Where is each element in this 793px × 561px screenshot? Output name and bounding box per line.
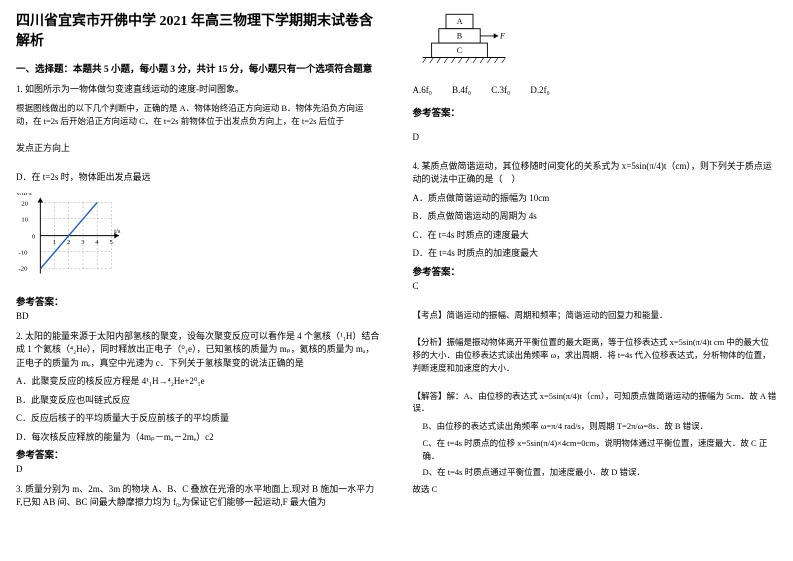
question-1: 1. 如图所示为一物体做匀变速直线运动的速度-时间图象。 根据图线做出的以下几个… <box>16 83 381 323</box>
q1-answer-label: 参考答案： <box>16 296 381 310</box>
q2-optA: A．此聚变反应的核反应方程是 4¹₁H→⁴₂He+2⁰₁e <box>16 375 381 389</box>
q1-line2: 根据图线做出的以下几个判断中，正确的是 A．物体始终沿正方向运动 B．物体先沿负… <box>16 102 381 128</box>
svg-text:20: 20 <box>21 201 28 208</box>
q1-chart: 20 10 0 -10 -20 1 2 3 4 5 t/s v/m·s⁻¹ <box>16 193 131 283</box>
q4-jiedaD: D、在 t=4s 时质点通过平衡位置，加速度最小．故 D 错误． <box>423 466 778 479</box>
svg-text:A: A <box>456 17 462 26</box>
svg-text:2: 2 <box>67 240 70 247</box>
q4-fenxi: 【分析】振幅是振动物体离开平衡位置的最大距离，等于位移表达式 x=5sin(π/… <box>413 336 778 374</box>
q3-optB: B.4f₀ <box>452 84 471 98</box>
q2-stem: 2. 太阳的能量来源于太阳内部氢核的聚变，设每次聚变反应可以看作是 4 个氢核（… <box>16 330 381 371</box>
svg-text:t/s: t/s <box>114 228 121 235</box>
question-2: 2. 太阳的能量来源于太阳内部氢核的聚变，设每次聚变反应可以看作是 4 个氢核（… <box>16 330 381 477</box>
q3-optD: D.2f₀ <box>530 84 549 98</box>
q4-jiedaA: 【解答】解：A、由位移的表达式 x=5sin(π/4)t（cm），可知质点做简谐… <box>413 390 778 416</box>
q4-optB: B．质点做简谐运动的周期为 4s <box>413 210 778 224</box>
q1-line3: 发点正方向上 <box>16 142 381 156</box>
svg-text:B: B <box>456 32 461 41</box>
svg-text:v/m·s⁻¹: v/m·s⁻¹ <box>17 193 38 197</box>
q3-stem: 3. 质量分别为 m、2m、3m 的物块 A、B、C 叠放在光滑的水平地面上.现… <box>16 483 381 510</box>
q1-optD: D．在 t=2s 时，物体距出发点最远 <box>16 171 381 185</box>
q4-stem: 4. 某质点做简谐运动，其位移随时间变化的关系式为 x=5sin(π/4)t（c… <box>413 160 778 187</box>
q2-optB: B．此聚变反应也叫链式反应 <box>16 394 381 408</box>
q4-optA: A．质点做简谐运动的振幅为 10cm <box>413 192 778 206</box>
svg-text:C: C <box>456 46 461 55</box>
q3-optA: A.6f₀ <box>413 84 432 98</box>
svg-text:-20: -20 <box>19 266 29 273</box>
q2-optD: D．每次核反应释放的能量为（4mₚ－mₐ－2mₑ）c2 <box>16 431 381 445</box>
q2-answer: D <box>16 463 381 477</box>
question-3: 3. 质量分别为 m、2m、3m 的物块 A、B、C 叠放在光滑的水平地面上.现… <box>16 483 381 510</box>
q2-answer-label: 参考答案： <box>16 449 381 463</box>
q3-figure: A B F C <box>419 12 509 67</box>
section-1-heading: 一、选择题：本题共 5 小题，每小题 3 分，共计 15 分，每小题只有一个选项… <box>16 63 381 77</box>
q4-jiedaC: C、在 t=4s 时质点的位移 x=5sin(π/4)×4cm=0cm，说明物体… <box>423 437 778 463</box>
svg-text:10: 10 <box>21 217 28 224</box>
q3-options: A.6f₀ B.4f₀ C.3f₀ D.2f₀ <box>413 84 778 98</box>
q4-answer: C <box>413 280 778 294</box>
question-4: 4. 某质点做简谐运动，其位移随时间变化的关系式为 x=5sin(π/4)t（c… <box>413 160 778 496</box>
q3-optC: C.3f₀ <box>491 84 510 98</box>
svg-text:1: 1 <box>53 240 56 247</box>
q4-answer-label: 参考答案： <box>413 266 778 280</box>
right-column: A B F C A.6f₀ B.4f₀ C.3f₀ D.2f₀ 参考答案： D … <box>397 0 793 561</box>
q1-stem: 1. 如图所示为一物体做匀变速直线运动的速度-时间图象。 <box>16 83 381 97</box>
q4-kaodian: 【考点】简谐运动的振幅、周期和频率；简谐运动的回复力和能量． <box>413 309 778 322</box>
q3-answer-label: 参考答案： <box>413 107 778 121</box>
q1-answer: BD <box>16 310 381 324</box>
q4-optD: D．在 t=4s 时质点的加速度最大 <box>413 247 778 261</box>
svg-text:F: F <box>499 32 505 41</box>
q2-optC: C．反应后核子的平均质量大于反应前核子的平均质量 <box>16 412 381 426</box>
left-column: 四川省宜宾市开佛中学 2021 年高三物理下学期期末试卷含解析 一、选择题：本题… <box>0 0 397 561</box>
q4-optC: C．在 t=4s 时质点的速度最大 <box>413 229 778 243</box>
q4-final: 故选 C <box>413 483 778 496</box>
q3-answer: D <box>413 131 778 145</box>
q4-jiedaB: B、由位移的表达式读出角频率 ω=π/4 rad/s，则周期 T=2π/ω=8s… <box>423 420 778 433</box>
doc-title: 四川省宜宾市开佛中学 2021 年高三物理下学期期末试卷含解析 <box>16 12 381 51</box>
svg-text:-10: -10 <box>19 250 29 257</box>
